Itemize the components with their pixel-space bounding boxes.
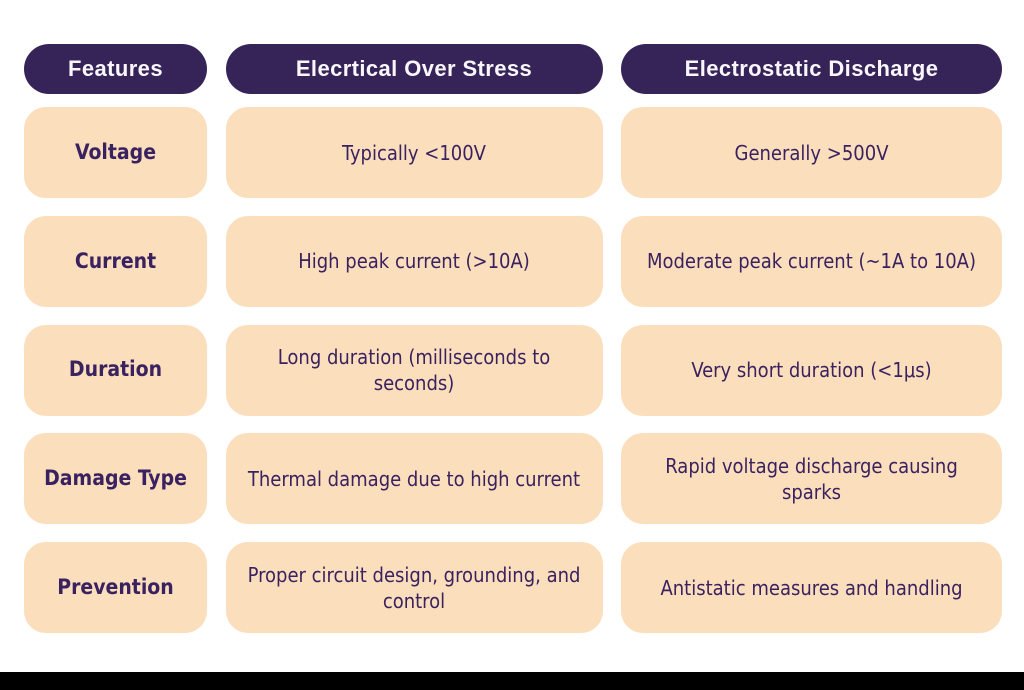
header-pill-electrical-over-stress: Elecrtical Over Stress bbox=[225, 44, 603, 94]
feature-label: Duration bbox=[68, 357, 163, 382]
feature-label: Current bbox=[74, 248, 157, 273]
header-label-features: Features bbox=[68, 56, 163, 81]
header-pill-features: Features bbox=[24, 44, 207, 94]
esd-cell-current: Moderate peak current (~1A to 10A) bbox=[621, 215, 1002, 307]
cell-text: Proper circuit design, grounding, and co… bbox=[247, 562, 581, 613]
feature-cell-duration: Duration bbox=[24, 324, 207, 416]
eos-cell-prevention: Proper circuit design, grounding, and co… bbox=[225, 542, 603, 634]
cell-text: Very short duration (<1μs) bbox=[691, 358, 932, 383]
feature-label: Prevention bbox=[57, 575, 174, 600]
header-label-electrostatic-discharge: Electrostatic Discharge bbox=[684, 56, 939, 81]
cell-text: High peak current (>10A) bbox=[298, 249, 530, 274]
esd-cell-voltage: Generally >500V bbox=[621, 107, 1002, 198]
feature-cell-prevention: Prevention bbox=[24, 542, 207, 634]
cell-text: Typically <100V bbox=[342, 140, 486, 165]
cell-text: Antistatic measures and handling bbox=[660, 575, 963, 600]
eos-cell-damage-type: Thermal damage due to high current bbox=[225, 433, 603, 525]
table-body: Voltage Typically <100V Generally >500V … bbox=[24, 107, 1002, 634]
feature-cell-voltage: Voltage bbox=[24, 107, 207, 198]
feature-label: Damage Type bbox=[44, 466, 187, 491]
cell-text: Moderate peak current (~1A to 10A) bbox=[646, 249, 977, 274]
esd-cell-damage-type: Rapid voltage discharge causing sparks bbox=[621, 433, 1002, 525]
cell-text: Rapid voltage discharge causing sparks bbox=[665, 453, 958, 504]
header-label-electrical-over-stress: Elecrtical Over Stress bbox=[295, 56, 533, 81]
header-pill-electrostatic-discharge: Electrostatic Discharge bbox=[621, 44, 1002, 94]
feature-cell-damage-type: Damage Type bbox=[24, 433, 207, 525]
cell-text: Generally >500V bbox=[734, 140, 889, 165]
eos-cell-duration: Long duration (milliseconds to seconds) bbox=[225, 324, 603, 416]
feature-cell-current: Current bbox=[24, 215, 207, 307]
bottom-letterbox-bar bbox=[0, 672, 1024, 690]
eos-cell-voltage: Typically <100V bbox=[225, 107, 603, 198]
table-header-row: Features Elecrtical Over Stress Electros… bbox=[24, 44, 1002, 94]
cell-text: Long duration (milliseconds to seconds) bbox=[277, 345, 551, 396]
eos-cell-current: High peak current (>10A) bbox=[225, 215, 603, 307]
feature-label: Voltage bbox=[74, 139, 157, 164]
esd-cell-duration: Very short duration (<1μs) bbox=[621, 324, 1002, 416]
esd-cell-prevention: Antistatic measures and handling bbox=[621, 542, 1002, 634]
cell-text: Thermal damage due to high current bbox=[247, 466, 581, 491]
